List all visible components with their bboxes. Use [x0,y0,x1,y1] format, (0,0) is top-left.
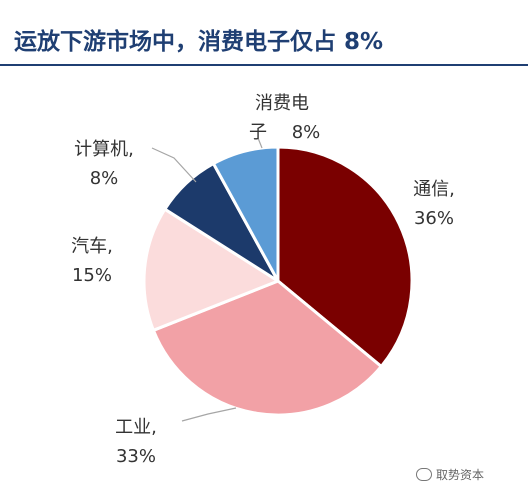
slice-label-4: 消费电子 8% [249,93,320,143]
slice-value-2: 15% [72,265,112,286]
slice-value-1: 33% [116,446,156,467]
pie-slice-2 [142,207,280,332]
pie-slice-1 [151,279,383,417]
slice-value-4: 8% [292,122,321,143]
slice-label-3: 计算机, 8% [74,139,134,189]
leader-line-4 [257,137,263,149]
slice-name-2: 汽车, [71,236,113,257]
slice-name-3: 计算机, [74,139,134,160]
slice-label-1: 工业, 33% [115,417,157,467]
slice-name-1: 工业, [115,417,157,438]
slice-label-2: 汽车, 15% [71,236,113,286]
slice-value-3: 8% [90,168,119,189]
leader-line-3 [151,147,197,183]
slice-value-0: 36% [414,208,454,229]
watermark: 取势资本 [416,466,484,483]
chart-title: 运放下游市场中，消费电子仅占 8% [14,29,384,55]
wechat-icon [416,468,432,481]
watermark-text: 取势资本 [436,468,485,482]
title-underline [0,64,528,66]
slice-label-0: 通信, 36% [413,179,455,229]
pie-slice-0 [276,145,414,368]
slice-name-0: 通信, [413,179,455,200]
pie-slice-4 [211,145,280,283]
leader-line-1 [181,407,237,422]
